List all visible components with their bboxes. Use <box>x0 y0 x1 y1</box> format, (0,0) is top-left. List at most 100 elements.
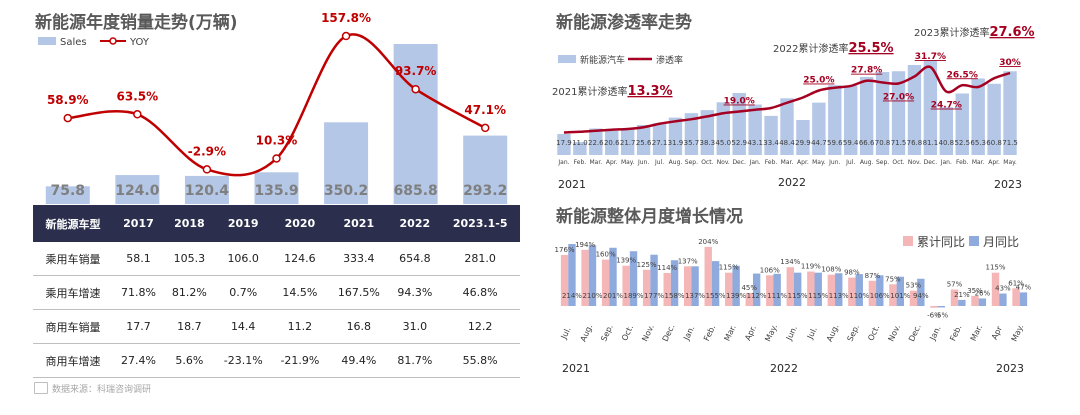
cumulative-label: 57% <box>947 280 963 288</box>
nev-bar-label: 38.3 <box>700 139 716 147</box>
month-tick: Jun. <box>637 159 649 166</box>
nev-bar-label: 52.9 <box>731 139 747 147</box>
month-tick: Feb. <box>765 159 778 166</box>
nev-bar <box>923 60 938 155</box>
year-label: 2022 <box>770 362 798 375</box>
nev-bar <box>955 93 969 155</box>
legend-label-penetration: 渗透率 <box>656 54 683 66</box>
yoy-marker <box>272 154 281 163</box>
cumulative-label: 134% <box>780 258 800 266</box>
nev-bar <box>636 125 651 155</box>
cumulative-bar <box>971 295 979 306</box>
sales-bar <box>184 175 229 204</box>
table-cell: 167.5% <box>328 275 390 310</box>
table-cell: 14.4 <box>214 309 272 344</box>
penetration-label: 24.7% <box>931 101 962 111</box>
cumulative-label: 160% <box>596 251 616 259</box>
month-tick: Mar. <box>723 323 738 342</box>
month-tick: Sep. <box>685 159 698 166</box>
yoy-label: 63.5% <box>117 89 159 103</box>
month-tick: Apr. <box>988 159 1000 166</box>
cumulative-bar <box>581 249 589 306</box>
table-cell: 124.6 <box>271 242 329 276</box>
nev-bar <box>764 115 778 155</box>
monthly-label: 110% <box>849 292 869 300</box>
month-tick: Aug. <box>669 159 683 166</box>
legend-swatch-nev <box>558 55 576 63</box>
year-label: 2023 <box>994 178 1022 191</box>
table-row: 商用车销量 17.7 18.7 14.4 11.2 16.8 31.0 12.2 <box>33 309 520 344</box>
month-tick: Nov. <box>717 159 730 166</box>
month-tick: Dec. <box>732 159 746 166</box>
cumulative-bar <box>786 267 794 306</box>
monthly-label: 106% <box>870 292 890 300</box>
table-cell: 12.2 <box>440 309 520 344</box>
nev-bar <box>589 128 603 155</box>
month-tick: Mar. <box>969 323 984 342</box>
table-cell: 46.8% <box>440 275 520 310</box>
cumulative-bar <box>704 246 712 306</box>
cumulative-annotation: 2021累计渗透率13.3% <box>552 84 673 99</box>
cumulative-bar <box>868 280 877 306</box>
legend-label-cumulative: 累计同比 <box>917 235 965 249</box>
cumulative-bar <box>601 259 610 306</box>
cumulative-bar <box>725 272 733 306</box>
month-tick: Apr <box>990 324 1004 341</box>
monthly-label: 111% <box>767 292 787 300</box>
monthly-bar <box>794 272 802 306</box>
cumulative-label: 75% <box>885 275 901 283</box>
monthly-label: 177% <box>644 292 664 300</box>
month-tick: Oct. <box>701 159 713 166</box>
monthly-bar <box>752 273 761 306</box>
table-cell: 105.3 <box>163 242 215 276</box>
cumulative-label: 53% <box>906 282 922 290</box>
month-tick: Jan. <box>928 324 943 342</box>
nev-bar-label: 71.5 <box>1002 139 1018 147</box>
penetration-label: 25.0% <box>803 76 834 86</box>
month-tick: Oct. <box>866 324 881 343</box>
sales-bar-label: 75.8 <box>51 183 86 199</box>
month-tick: Feb. <box>956 159 969 166</box>
month-tick: Aug. <box>860 159 874 166</box>
cumulative-label: 45% <box>741 284 757 292</box>
month-tick: Sep. <box>876 159 889 166</box>
monthly-bar <box>876 275 884 306</box>
penetration-label: 19.0% <box>724 97 755 107</box>
penetration-label: 27.0% <box>883 93 914 103</box>
month-tick: Jul. <box>654 159 664 166</box>
cumulative-annotation: 2022累计渗透率25.5% <box>773 41 894 56</box>
table-row: 乘用车增速 71.8% 81.2% 0.7% 14.5% 167.5% 94.3… <box>33 275 520 310</box>
cumulative-bar <box>848 277 856 306</box>
month-tick: Dec. <box>924 159 938 166</box>
table-header-cell: 2021 <box>328 205 390 242</box>
month-tick: May. <box>621 159 635 166</box>
table-header-cell: 2018 <box>163 205 215 242</box>
monthly-bar <box>999 293 1007 306</box>
table-cell: -23.1% <box>214 343 272 378</box>
table-cell: 94.3% <box>389 275 441 310</box>
monthly-label: 43% <box>995 285 1011 293</box>
nev-bar-label: 52.5 <box>954 139 970 147</box>
nev-bar-label: 11.0 <box>572 139 588 147</box>
table-cell: 商用车增速 <box>33 343 113 378</box>
month-tick: Mar. <box>972 159 985 166</box>
nev-bar-label: 40.8 <box>939 139 955 147</box>
legend-label-sales: Sales <box>60 37 87 48</box>
yoy-marker <box>133 110 142 119</box>
penetration-label: 31.7% <box>915 52 946 62</box>
monthly-bar <box>629 251 638 306</box>
monthly-label: -5% <box>935 311 949 319</box>
nev-bar <box>812 102 826 155</box>
sales-bar <box>45 186 90 204</box>
sales-bar-label: 685.8 <box>393 183 437 199</box>
month-tick: Oct. <box>892 159 904 166</box>
yoy-label: 10.3% <box>256 133 298 147</box>
cumulative-label: 125% <box>637 261 657 269</box>
monthly-label: 115% <box>808 292 828 300</box>
month-tick: Jul. <box>559 326 573 342</box>
penetration-label: 30% <box>999 58 1021 68</box>
monthly-growth-panel: 新能源整体月度增长情况 累计同比 月同比 176% 214% Jul. 194% 210% A… <box>548 196 1080 381</box>
nev-bar-label: 35.7 <box>684 139 700 147</box>
legend-swatch-cumulative <box>903 236 913 246</box>
sales-bar <box>393 44 438 204</box>
